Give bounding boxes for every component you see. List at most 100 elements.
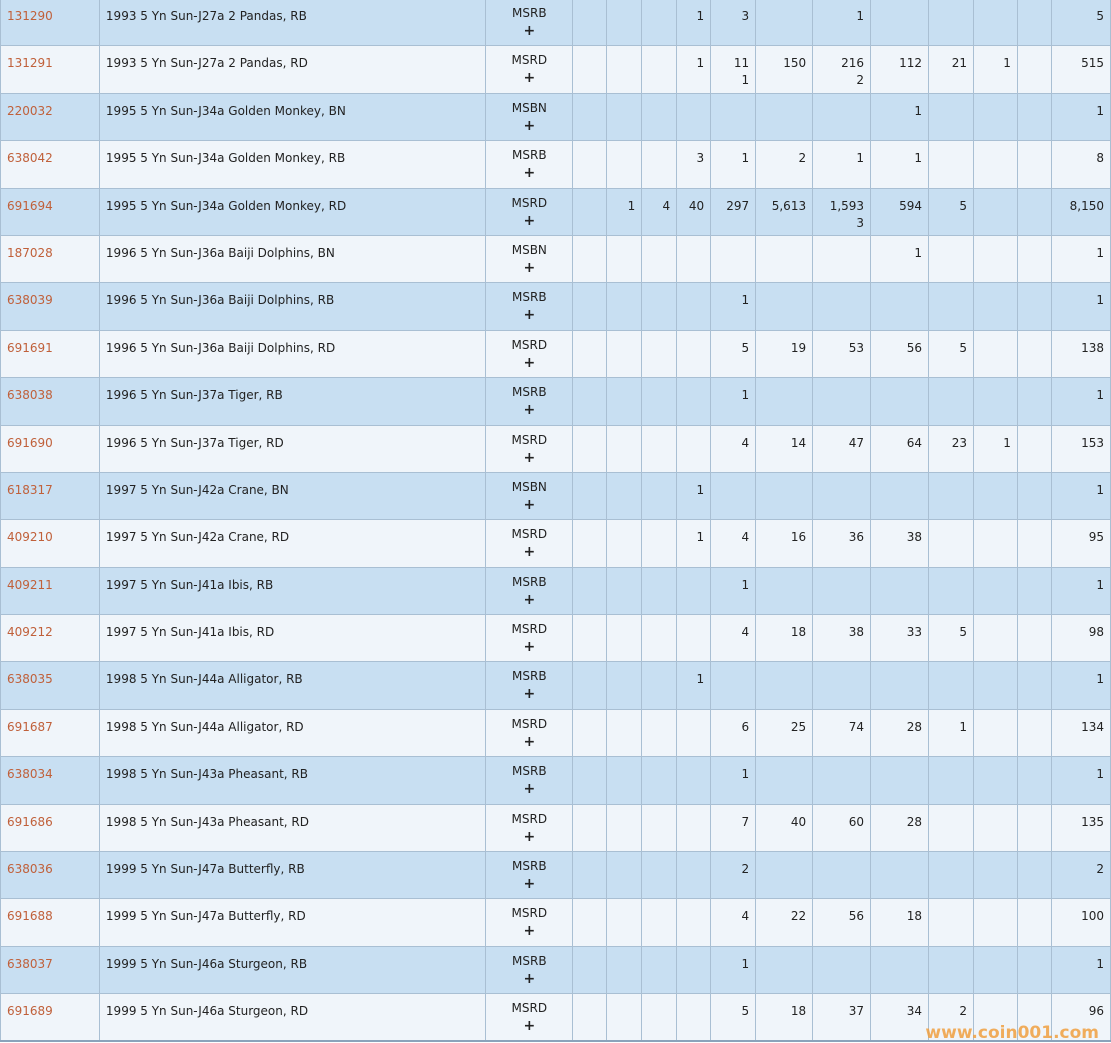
plus-icon[interactable]: + xyxy=(523,23,536,39)
plus-icon[interactable]: + xyxy=(523,402,536,419)
cert-id-link[interactable]: 638038 xyxy=(7,388,53,403)
plus-icon[interactable]: + xyxy=(523,923,536,940)
grade-count-cell xyxy=(972,614,1018,663)
type-cell: MSRB + xyxy=(485,282,574,331)
id-cell: 691690 xyxy=(0,424,100,473)
plus-icon[interactable]: + xyxy=(523,686,536,703)
description-cell: 1996 5 Yn Sun-J36a Baiji Dolphins, RB xyxy=(98,282,487,331)
grade-count-cell: 1 xyxy=(870,92,930,142)
grade-count-cell xyxy=(641,234,678,284)
total-cell: 1 xyxy=(1050,92,1111,142)
plus-icon[interactable]: + xyxy=(523,639,536,656)
cert-id-link[interactable]: 187028 xyxy=(7,245,53,260)
grade-count-cell xyxy=(641,708,678,758)
grade-count-cell xyxy=(972,471,1018,521)
grade-count-cell: 28 xyxy=(870,803,930,853)
cert-id-link[interactable]: 691687 xyxy=(7,719,53,734)
grade-count-cell xyxy=(572,708,608,758)
grade-count-cell xyxy=(972,519,1018,568)
cert-id-link[interactable]: 409212 xyxy=(7,625,53,640)
cert-id-link[interactable]: 638037 xyxy=(7,956,53,971)
grade-count-cell xyxy=(572,945,608,995)
type-cell: MSRD + xyxy=(485,45,574,94)
type-label: MSRD xyxy=(511,716,548,731)
cert-id-link[interactable]: 638034 xyxy=(7,767,53,782)
grade-count-cell xyxy=(676,756,712,805)
type-label: MSBN xyxy=(511,100,547,115)
type-label: MSRB xyxy=(512,148,547,163)
plus-icon[interactable]: + xyxy=(523,781,536,798)
grade-count-cell xyxy=(606,329,643,379)
grade-count-cell xyxy=(710,92,757,142)
grade-count-cell: 2 xyxy=(928,993,974,1043)
description-cell: 1998 5 Yn Sun-J43a Pheasant, RB xyxy=(98,756,487,805)
plus-icon[interactable]: + xyxy=(523,876,536,893)
grade-count-cell: 1 xyxy=(710,377,757,426)
cert-id-link[interactable]: 691688 xyxy=(7,909,53,924)
grade-count-cell: 297 xyxy=(710,187,757,236)
total-cell: 1 xyxy=(1050,234,1111,284)
type-cell: MSRD + xyxy=(485,329,574,379)
grade-count-cell: 1 xyxy=(676,0,712,47)
table-row: 638042 1995 5 Yn Sun-J34a Golden Monkey, … xyxy=(0,140,1111,189)
grade-count-cell: 5 xyxy=(710,329,757,379)
cert-id-link[interactable]: 638036 xyxy=(7,862,53,877)
plus-icon[interactable]: + xyxy=(523,828,536,845)
grade-count-cell xyxy=(972,187,1018,236)
total-cell: 135 xyxy=(1050,803,1111,853)
id-cell: 638037 xyxy=(0,945,100,995)
plus-icon[interactable]: + xyxy=(523,1018,536,1035)
total-cell: 96 xyxy=(1050,993,1111,1043)
cert-id-link[interactable]: 131290 xyxy=(7,9,53,23)
cert-id-link[interactable]: 691689 xyxy=(7,1004,53,1019)
plus-icon[interactable]: + xyxy=(523,165,536,182)
cert-id-link[interactable]: 691694 xyxy=(7,198,53,213)
plus-icon[interactable]: + xyxy=(523,354,536,371)
plus-icon[interactable]: + xyxy=(523,307,536,324)
grade-count-cell: 21 xyxy=(928,45,974,94)
grade-count-cell xyxy=(928,377,974,426)
table-row: 131291 1993 5 Yn Sun-J27a 2 Pandas, RD MSR… xyxy=(0,45,1111,94)
plus-icon[interactable]: + xyxy=(523,70,536,87)
id-cell: 638038 xyxy=(0,377,100,426)
grade-count-cell xyxy=(812,661,872,710)
plus-icon[interactable]: + xyxy=(523,259,536,276)
grade-count-cell xyxy=(812,234,872,284)
plus-icon[interactable]: + xyxy=(523,212,536,229)
grade-count-cell: 112 xyxy=(870,45,930,94)
cert-id-link[interactable]: 691690 xyxy=(7,435,53,450)
cert-id-link[interactable]: 131291 xyxy=(7,56,53,71)
grade-count-cell xyxy=(755,0,814,47)
grade-count-cell: 1 xyxy=(676,45,712,94)
cert-id-link[interactable]: 409211 xyxy=(7,577,53,592)
plus-icon[interactable]: + xyxy=(523,544,536,561)
cert-id-link[interactable]: 409210 xyxy=(7,530,53,545)
plus-icon[interactable]: + xyxy=(523,117,536,134)
grade-count-cell xyxy=(641,566,678,616)
grade-count-cell xyxy=(572,661,608,710)
plus-icon[interactable]: + xyxy=(523,591,536,608)
total-cell: 95 xyxy=(1050,519,1111,568)
grade-count-cell xyxy=(928,851,974,900)
cert-id-link[interactable]: 638039 xyxy=(7,293,53,308)
plus-icon[interactable]: + xyxy=(523,733,536,750)
grade-count-cell xyxy=(641,993,678,1043)
cert-id-link[interactable]: 691686 xyxy=(7,814,53,829)
plus-icon[interactable]: + xyxy=(523,970,536,987)
type-label: MSRD xyxy=(511,53,548,68)
cert-id-link[interactable]: 618317 xyxy=(7,482,53,497)
plus-icon[interactable]: + xyxy=(523,449,536,466)
grade-count-cell xyxy=(812,377,872,426)
grade-count-cell xyxy=(641,803,678,853)
grade-count-cell xyxy=(641,282,678,331)
cert-id-link[interactable]: 638035 xyxy=(7,672,53,687)
id-cell: 638042 xyxy=(0,140,100,189)
cert-id-link[interactable]: 691691 xyxy=(7,340,53,355)
cert-id-link[interactable]: 220032 xyxy=(7,103,53,118)
cert-id-link[interactable]: 638042 xyxy=(7,151,53,166)
total-cell: 1 xyxy=(1050,945,1111,995)
grade-count-cell xyxy=(641,756,678,805)
id-cell: 638035 xyxy=(0,661,100,710)
plus-icon[interactable]: + xyxy=(523,496,536,513)
grade-count-cell: 22 xyxy=(755,898,814,947)
